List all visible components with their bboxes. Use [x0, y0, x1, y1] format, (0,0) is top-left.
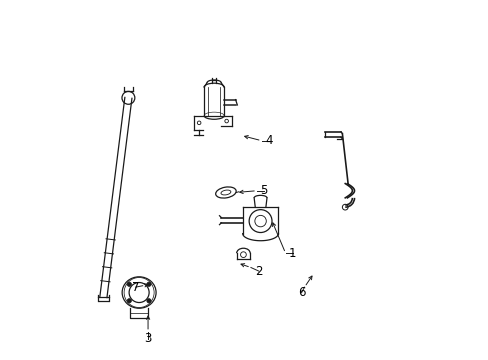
Text: 6: 6: [297, 286, 305, 299]
Text: 7: 7: [132, 281, 139, 294]
Circle shape: [127, 299, 131, 303]
Circle shape: [146, 299, 151, 303]
Circle shape: [127, 282, 131, 287]
Text: 4: 4: [265, 134, 273, 147]
Text: 1: 1: [288, 247, 296, 260]
Text: 3: 3: [144, 333, 151, 346]
Text: 2: 2: [255, 265, 262, 278]
Text: 5: 5: [260, 184, 267, 197]
Circle shape: [146, 282, 151, 287]
